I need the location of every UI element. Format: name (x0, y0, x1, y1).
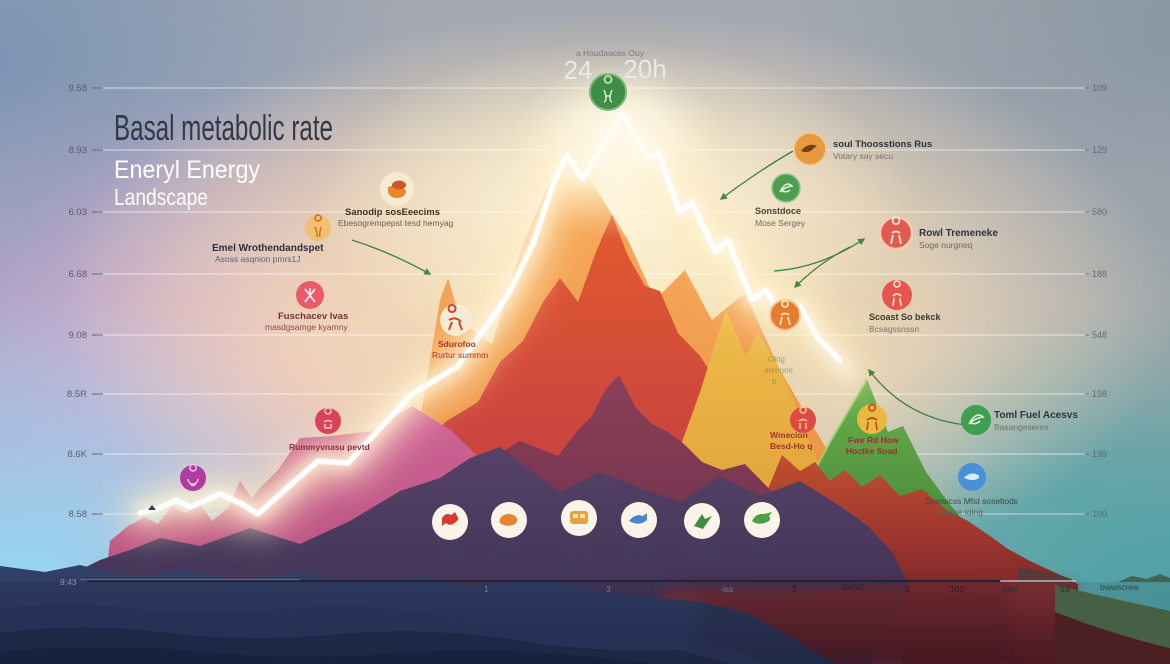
svg-text:53: 53 (1060, 584, 1070, 594)
svg-text:Mose Sergey: Mose Sergey (755, 218, 806, 228)
svg-text:a Houdaaces Ouy: a Houdaaces Ouy (576, 48, 645, 58)
svg-text:RB3+B2@B: RB3+B2@B (559, 559, 600, 568)
svg-text:6.03: 6.03 (69, 207, 88, 218)
svg-text:1: 1 (484, 584, 489, 594)
svg-text:Emel Wrothendandspet: Emel Wrothendandspet (212, 243, 324, 254)
svg-text:20h: 20h (623, 54, 666, 84)
svg-text:8.58: 8.58 (69, 509, 88, 520)
svg-text:Sanodip sosEeecims: Sanodip sosEeecims (345, 207, 440, 218)
svg-text:Hoctke Soad: Hoctke Soad (846, 446, 898, 456)
svg-text:199: 199 (1092, 449, 1107, 459)
svg-text:Fwe Rd How: Fwe Rd How (848, 435, 899, 445)
svg-text:Toml Fuel Acesvs: Toml Fuel Acesvs (994, 410, 1078, 421)
svg-text:0x0s0: 0x0s0 (842, 582, 865, 592)
svg-text:580: 580 (1092, 207, 1107, 217)
svg-text:8.6K: 8.6K (67, 449, 87, 460)
svg-text:8.5R: 8.5R (67, 389, 87, 400)
svg-text:soul Thoosstions Rus: soul Thoosstions Rus (833, 139, 932, 150)
svg-text:Wmecion: Wmecion (770, 430, 808, 440)
svg-text:Nuevecet: Nuevecet (686, 542, 719, 551)
svg-text:Soge nurgneq: Soge nurgneq (919, 240, 973, 250)
svg-text:Favwnsytms: Favwnsytms (488, 551, 530, 560)
svg-text:Tvmmmma: Tvmmmma (560, 549, 598, 558)
svg-text:Kusse: Kusse (752, 541, 773, 550)
svg-text:188: 188 (1092, 269, 1107, 279)
svg-text:Oktg: Oktg (768, 355, 785, 364)
svg-text:Sonstdoce: Sonstdoce (755, 206, 801, 216)
svg-text:Besd-Ho q: Besd-Ho q (770, 441, 813, 451)
svg-text:548: 548 (1092, 330, 1107, 340)
svg-text:lecetenlog: lecetenlog (622, 551, 656, 560)
svg-text:Landscape: Landscape (114, 184, 208, 210)
svg-text:Asoss asqnion pmrs1J: Asoss asqnion pmrs1J (215, 254, 301, 264)
svg-text:Rummyvnasu pevtd: Rummyvnasu pevtd (289, 442, 370, 452)
svg-text:bwwscrew: bwwscrew (1100, 582, 1140, 592)
svg-text:Basal metabolic rate: Basal metabolic rate (114, 107, 333, 148)
svg-text:Fuschacev lvas: Fuschacev lvas (278, 311, 348, 322)
svg-text:5: 5 (905, 584, 910, 594)
svg-text:Tuyntssalg: Tuyntssalg (684, 552, 720, 561)
svg-text:slss: slss (1003, 584, 1018, 594)
svg-text:109: 109 (1092, 83, 1107, 93)
svg-text:b: b (772, 377, 777, 386)
svg-text:Tvosbostg: Tvosbostg (745, 551, 780, 560)
svg-text:Sdurofoo: Sdurofoo (438, 339, 476, 349)
svg-text:Smowcss Mfst soseltods: Smowcss Mfst soseltods (925, 496, 1018, 506)
svg-text:Rowl Tremeneke: Rowl Tremeneke (919, 228, 998, 239)
svg-text:Basangeseres: Basangeseres (994, 422, 1048, 432)
svg-text:anmone: anmone (764, 366, 793, 375)
svg-text:Scoast So bekck: Scoast So bekck (869, 312, 942, 322)
svg-text:Poms: Poms (499, 541, 518, 550)
svg-text:129: 129 (1092, 145, 1107, 155)
svg-text:wacse tding: wacse tding (937, 507, 983, 517)
svg-text:Ruenew: Ruenew (625, 541, 653, 550)
svg-text:160: 160 (950, 584, 964, 594)
svg-text:masdgsamge kyamny: masdgsamge kyamny (265, 322, 348, 332)
svg-text:198: 198 (1092, 389, 1107, 399)
svg-text:3: 3 (606, 584, 611, 594)
svg-text:3: 3 (792, 584, 797, 594)
svg-text:Bcsagssnssn: Bcsagssnssn (869, 324, 919, 334)
svg-text:Rome: Rome (440, 542, 460, 551)
svg-text:Rurtur summm: Rurtur summm (432, 350, 488, 360)
svg-text:100: 100 (1092, 509, 1107, 519)
svg-text:Lavempce: Lavempce (433, 552, 468, 561)
svg-text:Votary say secu: Votary say secu (833, 151, 893, 161)
svg-text:Rns9: Rns9 (570, 539, 588, 548)
svg-text:9.08: 9.08 (69, 330, 88, 341)
svg-text:8.93: 8.93 (69, 145, 88, 156)
svg-text:24: 24 (564, 55, 593, 85)
svg-text:9:43: 9:43 (60, 577, 77, 587)
svg-text:Eneryl Energy: Eneryl Energy (114, 156, 260, 184)
svg-text:-lss: -lss (720, 584, 733, 594)
svg-text:Ebesogrempepst tesd hemyag: Ebesogrempepst tesd hemyag (338, 218, 454, 228)
svg-text:9.58: 9.58 (69, 83, 88, 94)
svg-text:6.68: 6.68 (69, 269, 88, 280)
